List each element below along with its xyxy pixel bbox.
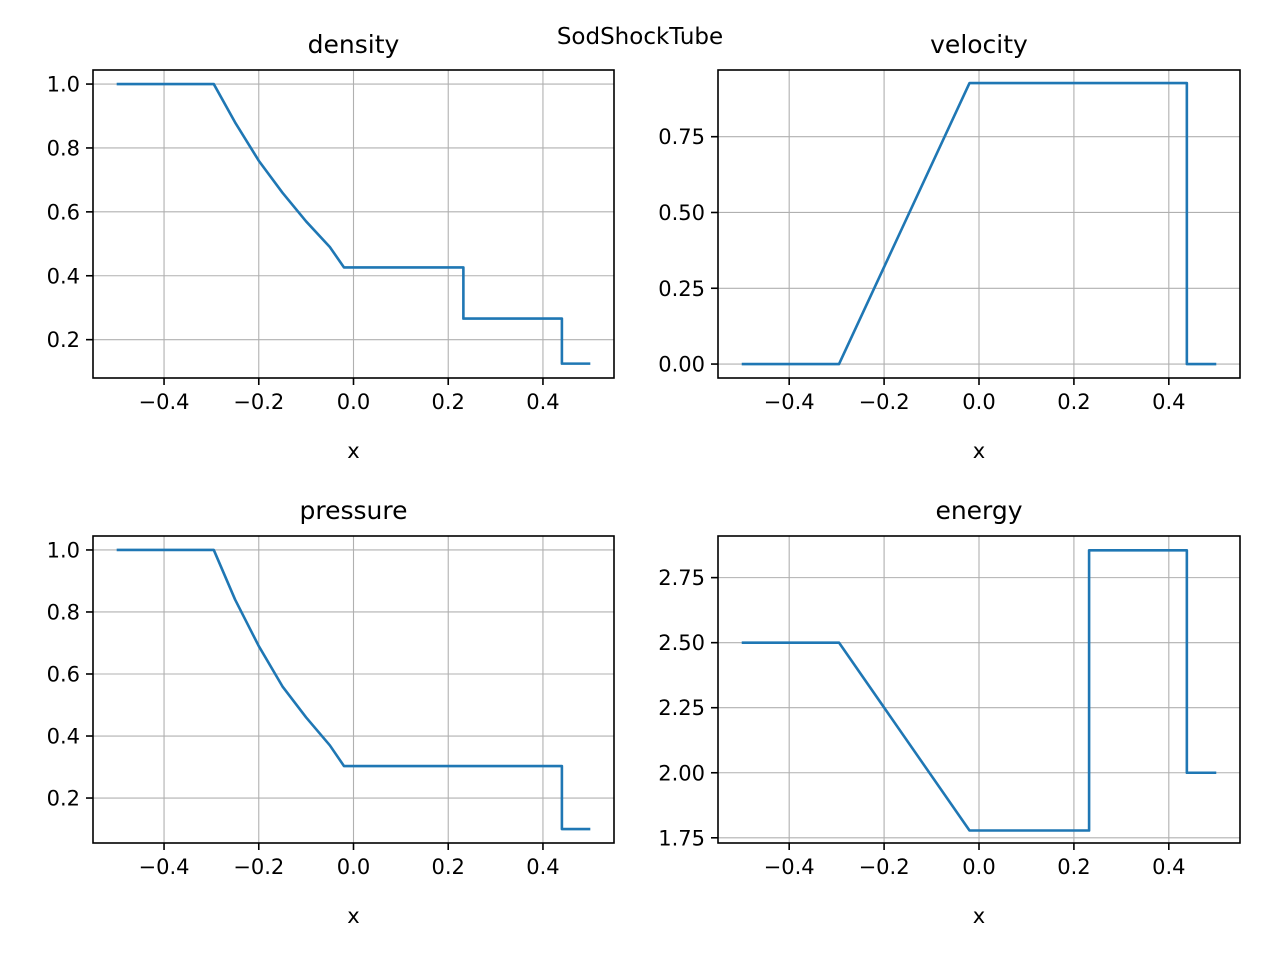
x-tick-label: −0.2 [859,390,910,414]
y-tick-label: 0.6 [47,200,80,224]
x-axis-label: x [973,904,985,928]
y-tick-label: 0.4 [47,725,80,749]
subplot-pressure: −0.4 −0.2 0.0 0.2 0.4 0.2 0.4 0.6 0.8 1.0 pressure… [47,496,615,928]
y-tick-label: 0.4 [47,264,80,288]
x-tick-label: 0.2 [432,390,465,414]
y-tick-label: 0.8 [47,600,80,624]
x-tick-label: 0.4 [1152,390,1185,414]
x-tick-label: 0.0 [962,855,995,879]
x-axis-label: x [973,439,985,463]
y-tick-label: 2.25 [658,696,705,720]
x-tick-label: −0.4 [764,855,815,879]
x-tick-label: −0.2 [233,390,284,414]
series-line [741,81,1217,366]
y-tick-label: 0.2 [47,787,80,811]
x-tick-label: 0.0 [962,390,995,414]
subplot-velocity: −0.4 −0.2 0.0 0.2 0.4 0.00 0.25 0.50 0.75 velocit… [658,30,1241,463]
y-tick-label: 0.75 [658,125,705,149]
y-tick-label: 0.2 [47,328,80,352]
x-tick-label: 0.2 [432,855,465,879]
figure-suptitle: SodShockTube [557,24,723,50]
x-tick-label: −0.4 [139,390,190,414]
x-tick-label: 0.2 [1057,390,1090,414]
x-tick-label: −0.4 [764,390,815,414]
x-tick-label: −0.2 [859,855,910,879]
y-tick-label: 2.75 [658,566,705,590]
series-line [116,548,591,831]
series-line [116,82,591,365]
x-tick-label: 0.4 [526,390,559,414]
y-tick-label: 0.25 [658,277,705,301]
x-axis-label: x [347,439,359,463]
series-line [741,549,1217,832]
x-tick-label: 0.2 [1057,855,1090,879]
y-tick-label: 2.00 [658,761,705,785]
subplot-density: −0.4 −0.2 0.0 0.2 0.4 0.2 0.4 0.6 0.8 1.0 density x [47,30,615,463]
y-tick-label: 1.75 [658,826,705,850]
y-tick-label: 0.8 [47,136,80,160]
y-tick-label: 0.50 [658,201,705,225]
y-tick-label: 1.0 [47,73,80,97]
y-tick-label: 1.0 [47,538,80,562]
x-tick-label: −0.4 [139,855,190,879]
subplot-title: density [308,30,400,59]
y-tick-label: 0.6 [47,662,80,686]
x-tick-label: 0.4 [526,855,559,879]
subplot-title: velocity [930,30,1028,59]
x-tick-label: 0.0 [337,855,370,879]
x-tick-label: −0.2 [233,855,284,879]
subplot-title: pressure [300,496,408,525]
y-tick-label: 2.50 [658,631,705,655]
subplot-energy: −0.4 −0.2 0.0 0.2 0.4 1.75 2.00 2.25 2.50 2.75 ene… [658,496,1241,928]
x-axis-label: x [347,904,359,928]
x-tick-label: 0.0 [337,390,370,414]
x-tick-label: 0.4 [1152,855,1185,879]
y-tick-label: 0.00 [658,353,705,377]
subplot-title: energy [935,496,1022,525]
